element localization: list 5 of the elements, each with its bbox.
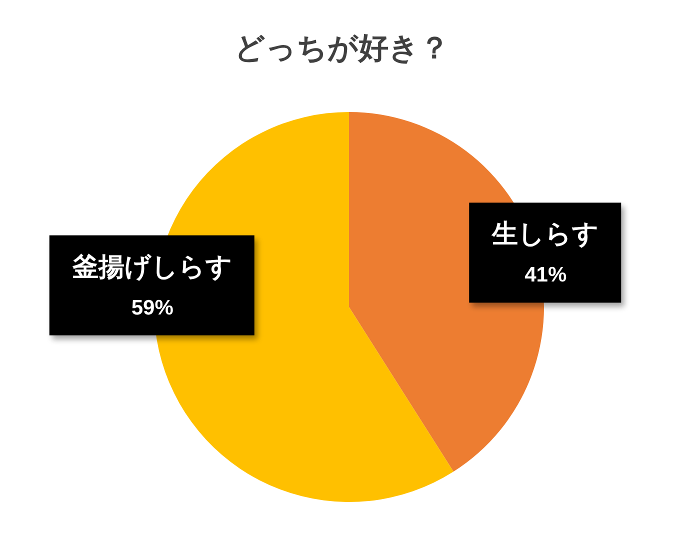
data-label: 59% — [131, 296, 174, 320]
chart-title: どっちが好き？ — [234, 32, 450, 65]
slice-label: 生しらす — [491, 218, 600, 249]
slice-label: 釜揚げしらす — [71, 251, 232, 282]
data-label: 41% — [524, 264, 567, 287]
